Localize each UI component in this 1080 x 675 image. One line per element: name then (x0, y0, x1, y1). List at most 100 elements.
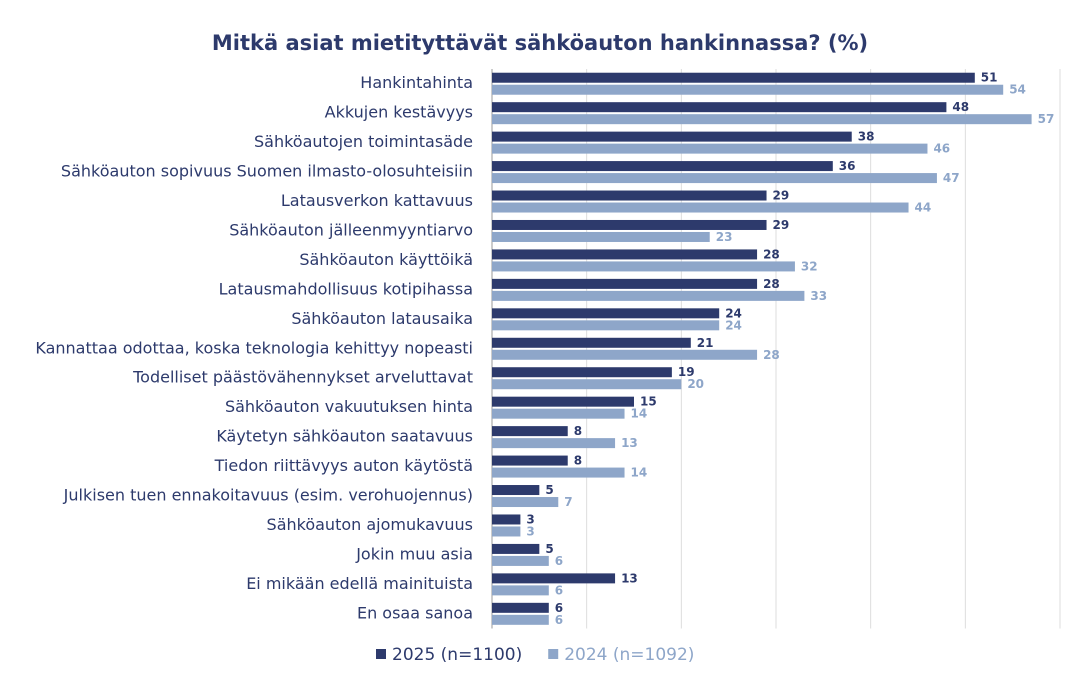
bar (492, 485, 540, 496)
bar (492, 231, 710, 242)
category-label: Sähköauton ajomukavuus (267, 515, 473, 534)
category-label: Jokin muu asia (355, 544, 473, 563)
value-label: 47 (943, 171, 960, 185)
category-label: Sähköauton latausaika (291, 309, 473, 328)
value-label: 32 (801, 259, 818, 273)
category-label: Sähköautojen toimintasäde (254, 132, 473, 151)
bar (492, 543, 540, 554)
value-label: 13 (621, 571, 638, 585)
value-label: 7 (564, 495, 572, 509)
value-label: 8 (574, 454, 582, 468)
bar (492, 408, 625, 419)
value-label: 6 (555, 554, 563, 568)
value-label: 29 (773, 218, 790, 232)
value-label: 23 (716, 230, 733, 244)
legend-swatch (548, 649, 559, 659)
category-label: Latausverkon kattavuus (281, 191, 473, 210)
value-label: 29 (773, 189, 790, 203)
bar (492, 102, 947, 113)
value-label: 14 (631, 407, 648, 421)
bar (492, 131, 852, 142)
value-label: 21 (697, 336, 714, 350)
bar (492, 290, 805, 301)
category-label: Sähköauton jälleenmyyntiarvo (229, 220, 473, 239)
bar (492, 114, 1032, 125)
bar (492, 379, 682, 390)
bar (492, 349, 758, 360)
bar (492, 602, 549, 613)
value-label: 36 (839, 159, 856, 173)
bar (492, 72, 975, 83)
legend-label: 2025 (n=1100) (392, 645, 522, 665)
value-label: 48 (952, 100, 969, 114)
bar (492, 573, 616, 584)
bar (492, 84, 1004, 95)
bar (492, 367, 672, 378)
value-label: 51 (981, 71, 998, 85)
value-label: 24 (725, 318, 742, 332)
value-label: 20 (687, 377, 704, 391)
category-label: Akkujen kestävyys (325, 103, 473, 122)
category-label: Latausmahdollisuus kotipihassa (219, 279, 473, 298)
category-label: Sähköauton vakuutuksen hinta (225, 397, 473, 416)
value-label: 44 (915, 201, 932, 215)
value-label: 6 (555, 583, 563, 597)
value-label: 19 (678, 365, 695, 379)
bar (492, 143, 928, 154)
category-label: Kannattaa odottaa, koska teknologia kehi… (35, 338, 473, 357)
value-label: 33 (810, 289, 827, 303)
bar (492, 514, 521, 525)
category-label: En osaa sanoa (357, 603, 473, 622)
legend-swatch (376, 649, 386, 659)
bar (492, 467, 625, 478)
bar (492, 261, 795, 272)
bar (492, 249, 758, 260)
value-label: 8 (574, 424, 582, 438)
value-label: 3 (526, 524, 534, 538)
value-label: 13 (621, 436, 638, 450)
value-label: 38 (858, 130, 875, 144)
value-label: 6 (555, 613, 563, 627)
value-label: 28 (763, 277, 780, 291)
bar (492, 396, 634, 407)
value-label: 15 (640, 395, 657, 409)
bar (492, 455, 568, 466)
value-label: 5 (545, 542, 553, 556)
category-label: Tiedon riittävyys auton käytöstä (214, 456, 473, 475)
value-label: 46 (933, 142, 950, 156)
value-label: 3 (526, 512, 534, 526)
bar (492, 438, 616, 449)
chart-title: Mitkä asiat mietityttävät sähköauton han… (212, 31, 868, 55)
bar (492, 614, 549, 625)
category-label: Todelliset päästövähennykset arveluttava… (132, 368, 473, 387)
bar (492, 337, 691, 348)
bar (492, 190, 767, 201)
bar (492, 173, 937, 184)
bar (492, 308, 720, 319)
value-label: 57 (1038, 112, 1055, 126)
bar (492, 526, 521, 537)
value-label: 5 (545, 483, 553, 497)
category-label: Käytetyn sähköauton saatavuus (216, 427, 473, 446)
bar (492, 219, 767, 230)
bar (492, 278, 758, 289)
bar (492, 202, 909, 213)
category-label: Sähköauton käyttöikä (299, 250, 473, 269)
value-label: 28 (763, 247, 780, 261)
value-label: 54 (1009, 83, 1026, 97)
bar (492, 426, 568, 437)
value-label: 14 (631, 466, 648, 480)
value-label: 24 (725, 306, 742, 320)
category-label: Julkisen tuen ennakoitavuus (esim. veroh… (63, 486, 473, 505)
bar (492, 585, 549, 596)
value-label: 28 (763, 348, 780, 362)
bar (492, 497, 559, 508)
bar (492, 161, 833, 172)
category-label: Ei mikään edellä mainituista (246, 574, 473, 593)
legend-label: 2024 (n=1092) (564, 645, 694, 665)
category-label: Hankintahinta (360, 73, 473, 92)
bar (492, 320, 720, 331)
category-label: Sähköauton sopivuus Suomen ilmasto-olosu… (61, 162, 473, 181)
